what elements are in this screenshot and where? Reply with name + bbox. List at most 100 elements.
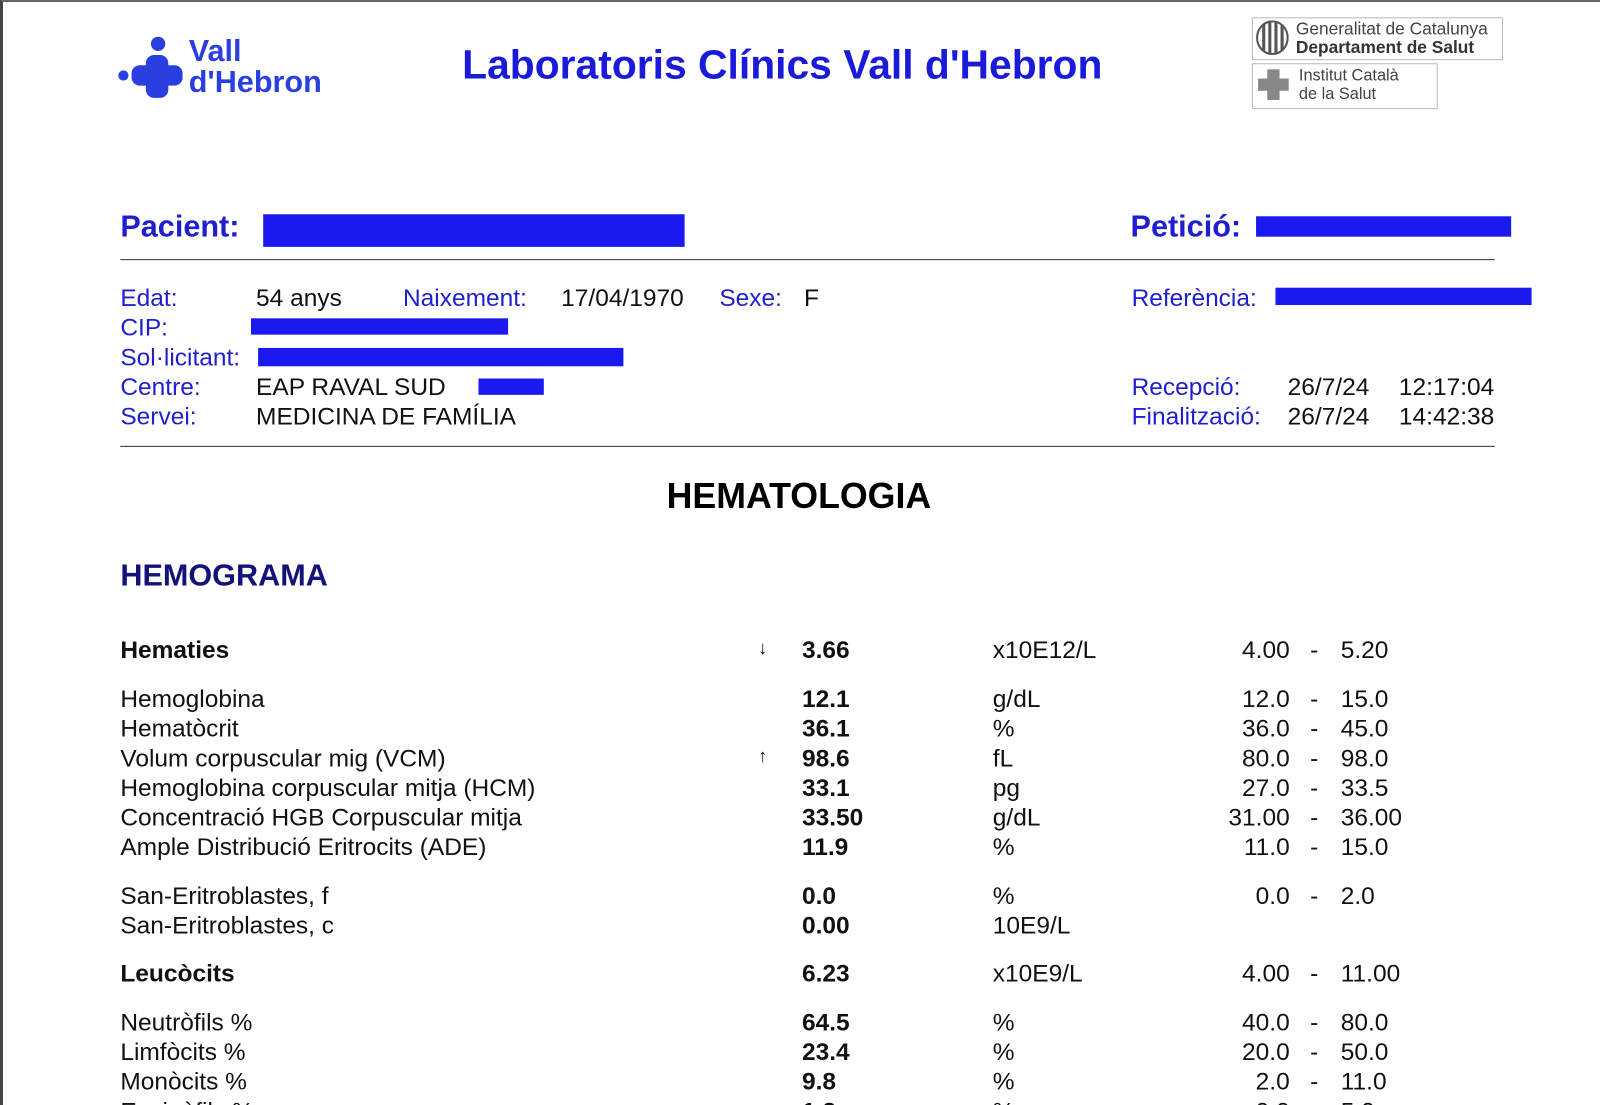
gencat-text: Generalitat de Catalunya [1295,19,1488,39]
test-name: Ample Distribució Eritrocits (ADE) [120,833,487,862]
logo-text: d'Hebron [188,65,322,99]
range-high: 15.0 [1340,833,1389,862]
flag: ↓ [758,637,768,659]
range-low: 40.0 [1242,1009,1290,1037]
result: 36.1 [801,715,850,743]
range-high: 2.0 [1340,882,1375,911]
range-low: 0.0 [1256,1099,1290,1105]
range-low: 31.00 [1228,804,1290,832]
range-high: 15.0 [1340,685,1389,714]
test-name: San-Eritroblastes, c [120,912,335,940]
label: Centre: [120,373,201,401]
range-low: 2.0 [1255,1068,1290,1096]
range-separator: - [1310,1009,1319,1037]
range-high: 50.0 [1340,1038,1389,1067]
value: 26/7/24 [1287,373,1370,401]
range-high: 11.0 [1340,1068,1387,1096]
test-name: Limfòcits % [120,1038,246,1067]
label: Servei: [120,403,197,431]
range-separator: - [1310,960,1319,988]
result: 23.4 [801,1038,850,1067]
redaction [258,347,624,367]
value: 12:17:04 [1398,373,1495,401]
divider [120,259,1495,261]
label: Sol·licitant: [120,343,241,372]
result: 12.1 [801,685,850,714]
range-high: 98.0 [1340,744,1389,773]
value: 17/04/1970 [561,284,684,313]
ics-text: Institut Català [1298,67,1399,85]
redaction [1256,216,1512,237]
range-low: 0.0 [1255,882,1290,911]
unit: % [993,1099,1015,1105]
value: 54 anys [256,284,342,313]
logo-icon [118,36,183,98]
range-separator: - [1310,685,1319,714]
test-name: San-Eritroblastes, f [120,882,329,911]
title: Laboratoris Clínics Vall d'Hebron [462,42,1103,88]
label: Finalització: [1131,403,1261,431]
page: Vall d'Hebron Laboratoris Clínics Vall d… [3,2,1600,1105]
result: 64.5 [801,1009,850,1037]
unit: g/dL [992,804,1041,832]
redaction [1275,287,1532,306]
test-name: Hemoglobina corpuscular mitja (HCM) [120,774,536,802]
range-low: 20.0 [1242,1038,1290,1067]
range-low: 11.0 [1243,833,1290,862]
range-low: 80.0 [1242,744,1290,773]
ics-icon [1258,69,1289,100]
range-high: 45.0 [1340,715,1389,743]
unit: % [992,715,1015,743]
range-separator: - [1310,804,1319,832]
range-separator: - [1310,1099,1318,1105]
value: F [804,284,819,313]
ics-text: de la Salut [1298,85,1377,104]
unit: x10E12/L [992,636,1097,665]
result: 6.23 [801,960,850,988]
range-separator: - [1310,1068,1319,1096]
test-name: Neutròfils % [120,1009,253,1037]
label: Sexe: [719,284,782,313]
unit: fL [992,744,1014,773]
value: MEDICINA DE FAMÍLIA [256,403,516,431]
label: Naixement: [402,284,527,313]
test-name: Hematòcrit [120,715,239,743]
redaction [250,318,509,335]
gencat-box [1251,17,1503,61]
label: Recepció: [1131,373,1241,401]
result: 0.00 [801,912,850,940]
unit: % [992,833,1015,862]
result: 3.66 [801,636,850,665]
unit: 10E9/L [992,912,1071,940]
label: CIP: [120,314,168,342]
range-separator: - [1310,882,1319,911]
value: EAP RAVAL SUD [256,373,446,401]
range-low: 4.00 [1242,636,1290,665]
logo-text: Vall [188,34,242,69]
label: Edat: [120,284,178,313]
unit: % [992,882,1015,911]
result: 33.1 [801,774,850,802]
range-low: 4.00 [1242,960,1290,988]
result: 0.0 [801,882,837,911]
result: 33.50 [801,804,864,832]
section-title: HEMATOLOGIA [666,476,932,517]
flag: ↑ [758,745,768,767]
test-name: Hematies [120,636,230,665]
range-low: 12.0 [1242,685,1290,714]
result: 1.2 [802,1099,836,1105]
gencat-icon [1256,20,1289,56]
range-separator: - [1310,833,1319,862]
range-high: 5.0 [1341,1099,1375,1105]
label: Pacient: [120,210,240,244]
label: Referència: [1131,284,1257,313]
range-separator: - [1310,744,1319,773]
redaction [263,214,685,247]
range-high: 80.0 [1340,1009,1389,1037]
unit: pg [992,774,1021,802]
unit: x10E9/L [992,960,1083,988]
label: Petició: [1130,210,1242,244]
range-high: 11.00 [1340,960,1401,988]
test-name: Leucòcits [120,960,235,988]
